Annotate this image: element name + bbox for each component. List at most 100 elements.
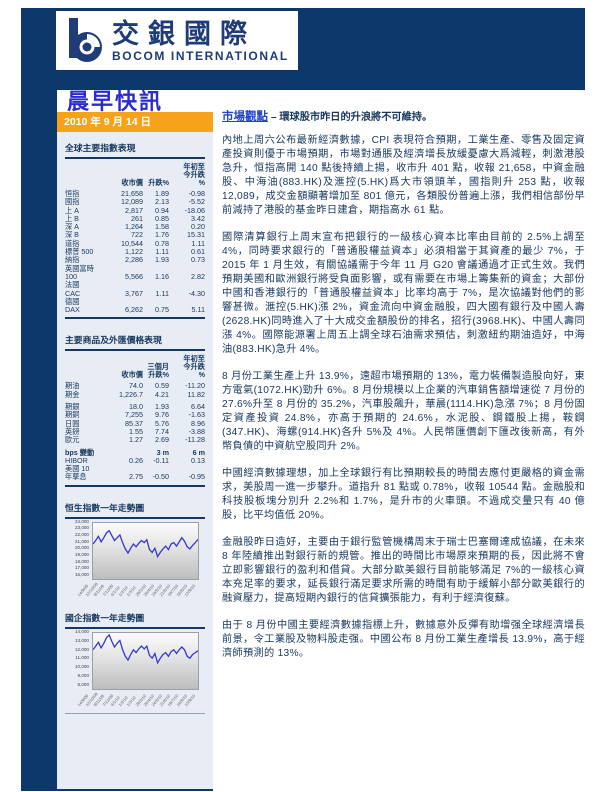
bocom-logo-icon [69,17,102,62]
main-column: 市場觀點 – 環球股市昨日的升浪將不可維持。 內地上周六公布最新經濟數據，CPI… [222,110,585,674]
table-cell: -0.11 [153,455,169,465]
table-cell: 11.82 [187,389,205,399]
table-cell: 0.75 [155,305,169,315]
chart-plot-area [92,631,199,690]
table-cell: 上 B [65,213,79,223]
table-cell: 10,544 [121,238,143,248]
table-row: 期銅 7,255 9.76 -1.63 [65,410,205,420]
table-cell: 9.76 [155,410,169,420]
table-cell: 1.16 [155,271,169,281]
row-group-label: 德國 [65,296,80,306]
hscei-line-chart: 14,000 13,000 12,000 11,000 10,000 9,000 8,000… [65,629,205,707]
row-group-label: 美國 10 [65,464,90,474]
table-cell: 8.96 [191,418,205,428]
body-paragraph: 8 月份工業生產上升 13.9%，遠超市場預期的 13%，電力裝備製造股向好，東… [222,371,585,452]
table-cell: 2.13 [155,197,169,207]
table-cell: 道指 [65,238,80,248]
table-cell: 1.11 [191,238,205,248]
table-cell: 1,226.7 [119,389,143,399]
table-cell: 期金 [65,389,80,399]
hsi-chart-section: 恒生指數一年走勢圖 24,000 23,000 22,000 21,000 20,000… [65,500,205,597]
table-cell: 國指 [65,197,80,207]
table-cell: 21,658 [121,189,143,198]
table-row: 100 5,566 1.16 2.82 [65,271,205,281]
table-row: 日圓 85.37 5.76 8.96 [65,418,205,428]
table-cell: 1.27 [129,435,143,445]
table-cell: 收市價 [121,370,143,380]
table-header-row: 收市價 三個月 升跌% 年初至 今升跌% [65,355,205,379]
table-cell: 74.0 [129,381,143,391]
table-row: 上 A 2,817 0.94 -18.06 [65,205,205,215]
indices-table-title: 全球主要指數表現 [65,140,205,159]
table-row: 年孳息 2.75 -0.50 -0.95 [65,472,205,482]
y-axis-labels: 24,000 23,000 22,000 21,000 20,000 19,000 18,0… [74,518,89,578]
table-cell: 6 m [192,447,205,457]
table-cell: 15.31 [187,230,205,240]
sidebar: 全球主要指數表現 收市價 升跌% 年初至 今升跌% 恒指 21,658 1.89 -0.98 國… [57,132,213,791]
table-row: 恒指 21,658 1.89 -0.98 [65,189,205,198]
table-row: 上 B 261 0.85 3.42 [65,213,205,223]
hscei-chart-title: 國企指數一年走勢圖 [65,610,205,629]
table-row: 歐元 1.27 2.69 -11.28 [65,435,205,445]
table-cell: 歐元 [65,435,80,445]
table-cell: 1.93 [155,255,169,265]
table-row: HIBOR 0.26 -0.11 0.13 [65,455,205,465]
table-cell: 0.78 [155,238,169,248]
table-cell: 7.74 [155,426,169,436]
table-row: 深 A 1,264 1.58 0.20 [65,222,205,232]
table-cell: 12,089 [121,197,143,207]
x-axis-labels: 14/9/09 12/10/09 9/11/09 7/12/09 4/1/10 1/2/1… [76,581,197,597]
table-cell: 3 m [156,447,169,457]
table-cell: 0.85 [155,213,169,223]
table-cell: 2.75 [129,472,143,482]
report-title: 晨早快訊 [67,90,164,115]
table-row: 國指 12,089 2.13 -5.52 [65,197,205,207]
table-cell: 0.26 [129,455,143,465]
table-cell: 恒指 [65,189,80,198]
commodities-section: 主要商品及外匯價格表現 收市價 三個月 升跌% 年初至 今升跌% 期油 74.0 0.59 -1… [65,332,205,487]
table-cell: 100 [65,271,77,281]
table-cell: 1.11 [155,288,169,298]
table-cell: 0.61 [191,247,205,257]
table-cell: 期銅 [65,410,80,420]
table-cell: 收市價 [121,178,143,187]
table-cell: 0.73 [191,255,205,265]
table-cell: 期銀 [65,402,80,412]
table-cell: -4.30 [188,288,205,298]
chart-plot-area [92,521,199,580]
table-cell: 期油 [65,381,80,391]
table-cell: 722 [131,230,143,240]
table-cell: -5.52 [188,197,205,207]
market-view-summary: – 環球股市昨日的升浪將不可維持。 [268,112,433,123]
table-cell: 深 B [65,230,79,240]
market-view-link[interactable]: 市場觀點 [222,111,268,123]
logo-english-name: BOCOM INTERNATIONAL [112,48,289,63]
table-cell: 2.69 [155,435,169,445]
market-view-headline: 市場觀點 – 環球股市昨日的升浪將不可維持。 [222,110,585,125]
table-cell: 6,262 [125,305,143,315]
table-cell: 1.93 [155,402,169,412]
commodities-fx-table: 收市價 三個月 升跌% 年初至 今升跌% 期油 74.0 0.59 -11.20 期金 1,226.… [65,355,205,487]
row-group-label: 法國 [65,280,80,290]
table-cell: 納指 [65,255,80,265]
table-cell: 上 A [65,205,79,215]
table-cell: -0.50 [152,472,169,482]
indices-table: 收市價 升跌% 年初至 今升跌% 恒指 21,658 1.89 -0.98 國指 12,089 2.… [65,163,205,320]
table-cell: CAC [65,288,81,298]
hsi-line-chart: 24,000 23,000 22,000 21,000 20,000 19,000 18,0… [65,518,205,597]
body-paragraph: 國際清算銀行上周末宣布把銀行的一級核心資本比率由目前的 2.5%上調至 4%，同… [222,232,585,355]
logo-chinese-name: 交銀國際 [112,18,256,49]
table-cell: 英鎊 [65,426,80,436]
table-row: DAX 6,262 0.75 5.11 [65,305,205,315]
table-row: 深 B 722 1.76 15.31 [65,230,205,240]
table-cell: -18.06 [184,205,205,215]
table-cell: 日圓 [65,418,80,428]
table-row: 道指 10,544 0.78 1.11 [65,238,205,248]
table-cell: 深 A [65,222,79,232]
table-cell: 1,122 [125,247,143,257]
table-cell: 261 [131,213,143,223]
table-row: bps 變動 3 m 6 m [65,447,205,457]
table-cell: -3.88 [188,426,205,436]
table-cell: 1.89 [155,189,169,198]
table-cell: bps 變動 [65,447,95,457]
